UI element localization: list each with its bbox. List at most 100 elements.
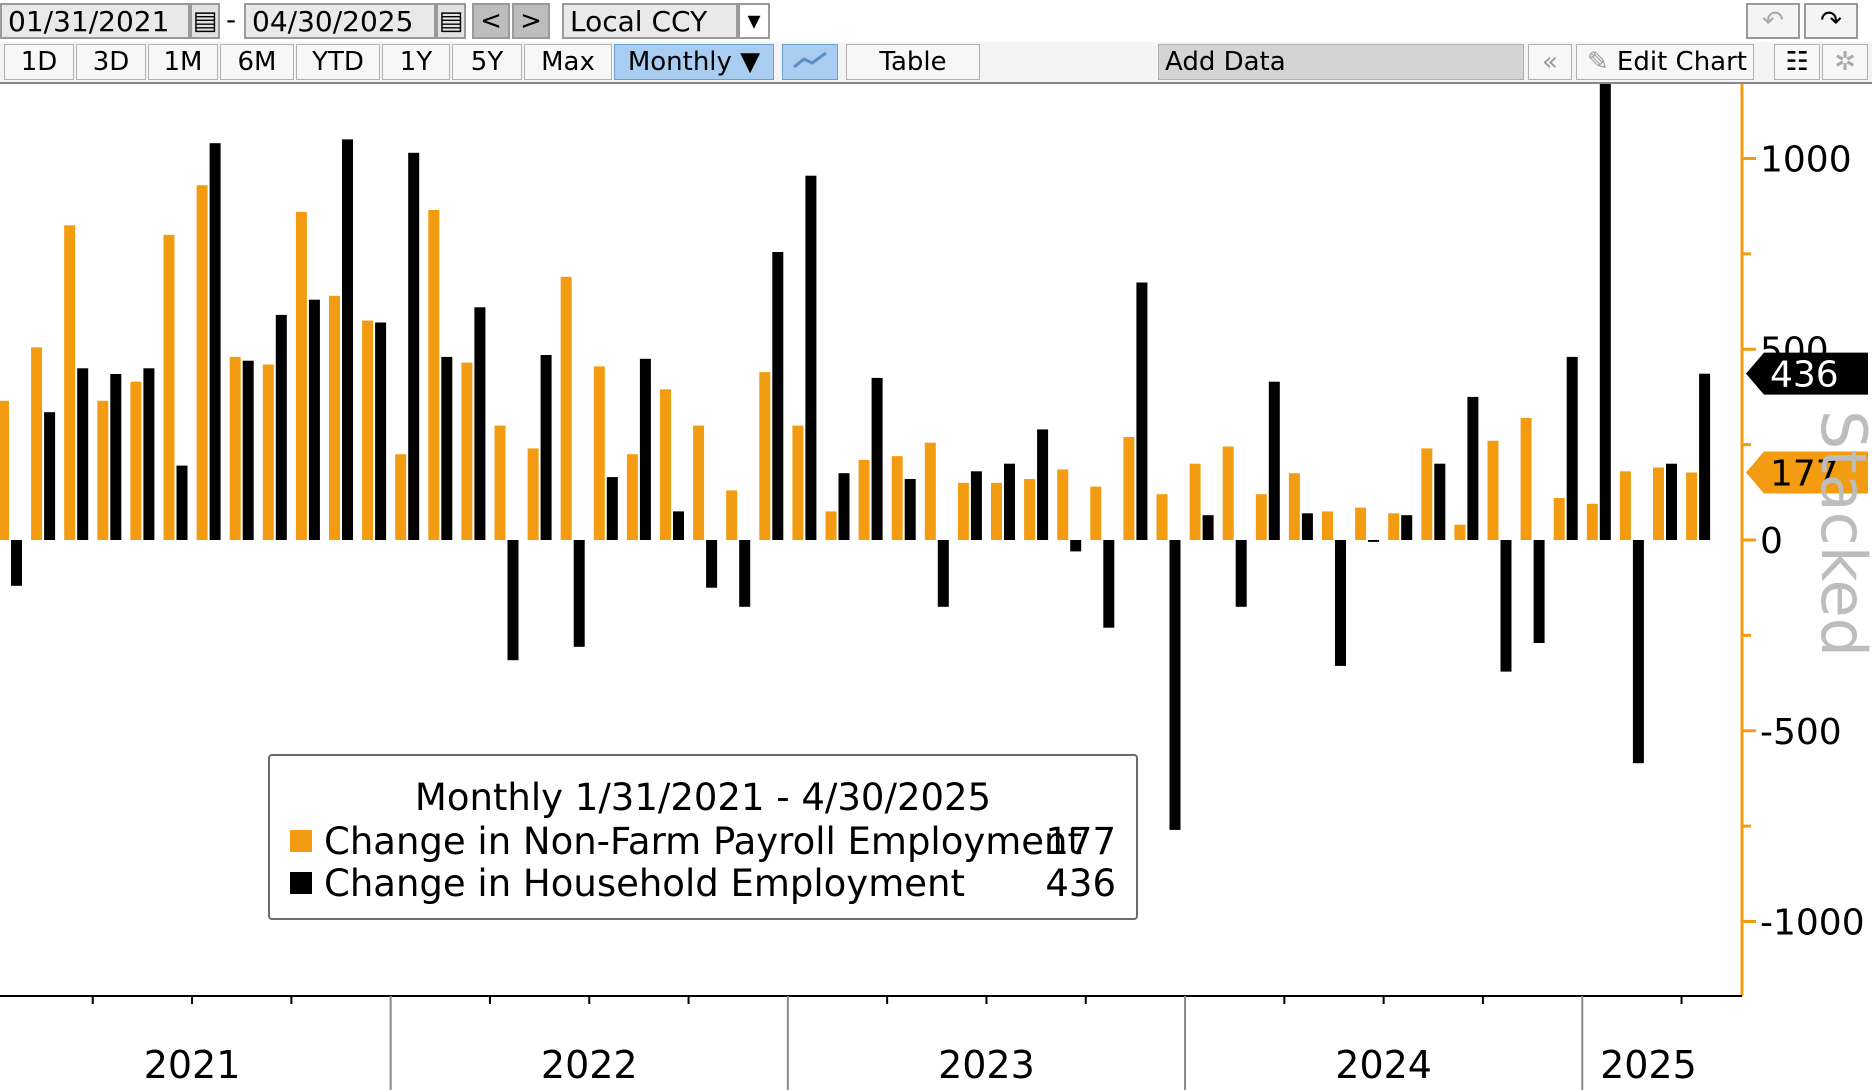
nfp-bar [295, 211, 307, 540]
end-calendar-icon[interactable]: ▤ [436, 3, 466, 39]
frequency-dropdown[interactable]: Monthly ▼ [614, 44, 774, 80]
legend-name: Change in Household Employment [324, 862, 965, 905]
household-bar [11, 540, 22, 586]
household-bar [1335, 540, 1346, 666]
household-bar [937, 540, 949, 607]
nfp-bar [1024, 479, 1036, 540]
household-bar [507, 540, 519, 661]
nfp-last-value-tag-text: 177 [1770, 453, 1839, 494]
range-max-button[interactable]: Max [524, 44, 612, 80]
household-bar [1632, 540, 1644, 764]
legend-swatch-orange [290, 830, 312, 852]
nfp-bar [1586, 503, 1598, 540]
household-bar [1136, 282, 1148, 540]
household-last-value-tag-shape [1746, 352, 1868, 395]
range-3d-button[interactable]: 3D [76, 44, 146, 80]
legend-item-nfp: Change in Non-Farm Payroll Employment 17… [290, 820, 1116, 863]
nfp-bar [1421, 448, 1433, 540]
x-year-label: 2023 [938, 1043, 1035, 1087]
household-bar [1301, 513, 1313, 540]
collapse-icon[interactable]: « [1528, 44, 1572, 80]
nfp-bar [1057, 469, 1069, 540]
x-year-label: 2024 [1335, 1043, 1432, 1087]
household-bar [1666, 463, 1677, 540]
prev-period-button[interactable]: < [472, 3, 510, 39]
y-tick-label: 0 [1760, 521, 1783, 562]
nfp-bar [1255, 494, 1267, 540]
pencil-icon: ✎ [1587, 47, 1609, 77]
range-6m-button[interactable]: 6M [220, 44, 294, 80]
nfp-bar [1123, 437, 1135, 540]
edit-chart-button[interactable]: ✎ Edit Chart [1576, 44, 1754, 80]
household-bar [673, 511, 684, 540]
nfp-bar [196, 185, 208, 540]
range-1y-button[interactable]: 1Y [382, 44, 450, 80]
household-bar [1500, 540, 1512, 672]
nfp-bar [1090, 486, 1102, 540]
household-bar [1070, 540, 1082, 552]
range-1m-button[interactable]: 1M [148, 44, 218, 80]
household-bar [408, 152, 420, 541]
household-bar [1368, 540, 1380, 542]
x-year-label: 2025 [1600, 1043, 1697, 1087]
legend-value: 436 [1045, 862, 1116, 905]
line-chart-icon[interactable] [782, 44, 838, 80]
household-bar [242, 360, 254, 540]
household-bar [970, 471, 982, 540]
nfp-last-value-tag: 177 [1746, 451, 1868, 494]
household-bar [441, 356, 453, 540]
household-bar [1699, 373, 1711, 540]
legend-item-household: Change in Household Employment 436 [290, 862, 1116, 905]
currency-dropdown-icon[interactable]: ▾ [738, 3, 770, 39]
start-date-field[interactable]: 01/31/2021 [0, 3, 190, 39]
nfp-bar [825, 511, 837, 540]
range-ytd-button[interactable]: YTD [296, 44, 380, 80]
household-bar [1103, 540, 1115, 628]
nfp-bar [130, 381, 142, 540]
nfp-bar [991, 482, 1002, 540]
x-year-label: 2022 [541, 1043, 638, 1087]
gear-icon[interactable]: ✲ [1822, 44, 1868, 80]
nfp-bar [560, 276, 572, 540]
nfp-bar [1454, 524, 1466, 540]
household-bar [110, 374, 122, 540]
household-bar [143, 368, 155, 540]
household-bar [77, 368, 89, 540]
nfp-bar [726, 490, 738, 540]
chart-settings-icon[interactable]: ☷ [1774, 44, 1820, 80]
household-bar [1037, 429, 1049, 540]
household-bar [606, 477, 618, 540]
end-date-field[interactable]: 04/30/2025 [244, 3, 436, 39]
household-bar [1599, 84, 1611, 540]
edit-chart-label: Edit Chart [1616, 47, 1747, 77]
start-calendar-icon[interactable]: ▤ [190, 3, 220, 39]
nfp-bar [461, 362, 473, 540]
household-bar [375, 322, 387, 540]
nfp-bar [1487, 440, 1499, 540]
nfp-bar [1619, 471, 1631, 540]
household-last-value-tag: 436 [1746, 352, 1868, 396]
household-bar [838, 473, 850, 540]
range-1d-button[interactable]: 1D [4, 44, 74, 80]
add-data-input[interactable]: Add Data [1158, 44, 1524, 80]
y-tick-label: 1000 [1760, 140, 1852, 181]
currency-select[interactable]: Local CCY [562, 3, 738, 39]
next-period-button[interactable]: > [512, 3, 550, 39]
household-bar [474, 307, 486, 540]
household-bar [573, 540, 585, 647]
line-chart-glyph [793, 51, 827, 69]
undo-icon[interactable]: ↶ [1746, 3, 1800, 39]
nfp-bar [1355, 507, 1367, 540]
nfp-bar [329, 295, 340, 540]
redo-icon[interactable]: ↷ [1804, 3, 1858, 39]
household-bar [176, 465, 188, 540]
nfp-bar [395, 454, 407, 540]
toolbar-top: 01/31/2021 ▤ - 04/30/2025 ▤ < > Local CC… [0, 0, 1872, 44]
household-bar [209, 143, 221, 540]
table-button[interactable]: Table [846, 44, 980, 80]
nfp-bar [64, 225, 76, 541]
household-bar [1202, 515, 1214, 540]
nfp-last-value-tag-shape [1746, 451, 1868, 494]
range-5y-button[interactable]: 5Y [452, 44, 522, 80]
